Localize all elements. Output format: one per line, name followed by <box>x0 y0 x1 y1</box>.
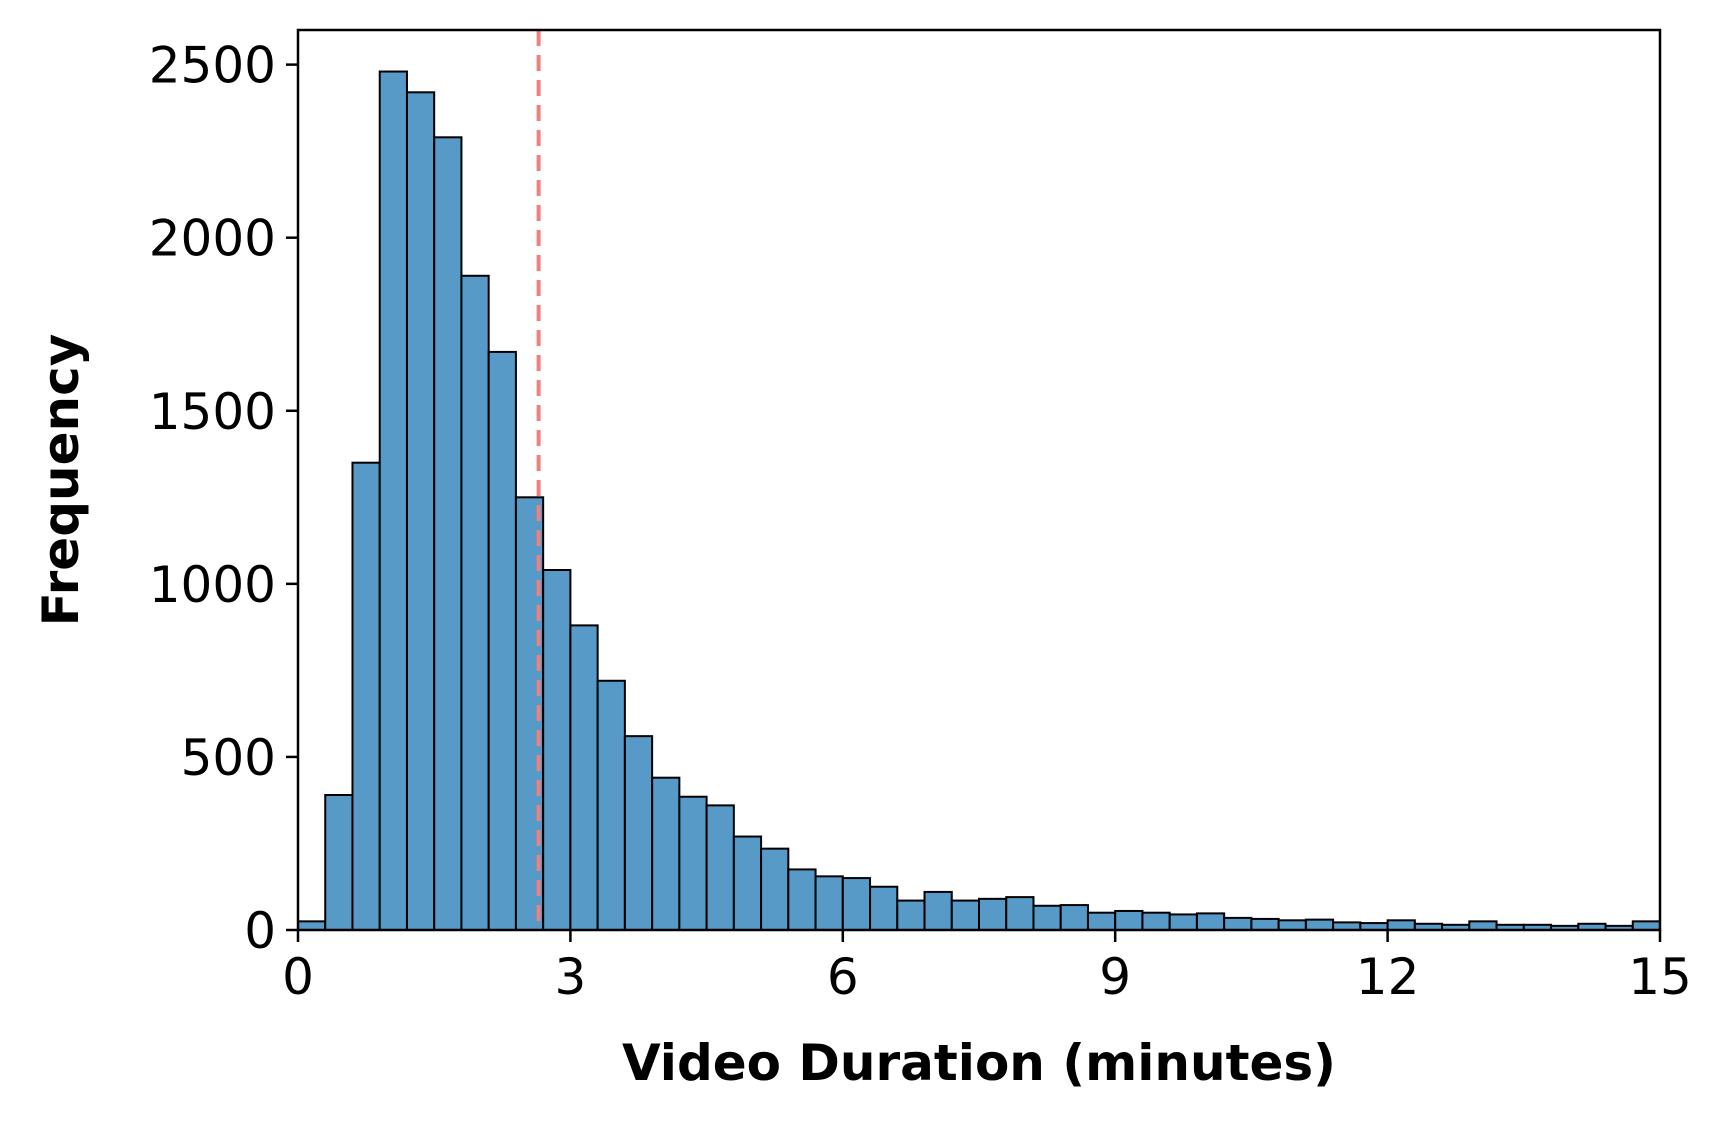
histogram-bar <box>1168 913 1198 932</box>
histogram-bars <box>297 70 1662 932</box>
histogram-bar <box>950 899 981 931</box>
histogram-bar <box>1086 911 1117 932</box>
histogram-bar <box>678 795 708 931</box>
histogram-bar <box>1141 911 1171 932</box>
histogram-bar <box>1114 909 1144 932</box>
histogram-bar <box>297 920 327 931</box>
x-tick-label: 15 <box>1628 948 1692 1006</box>
x-tick-label: 9 <box>1099 948 1131 1006</box>
x-tick-label: 3 <box>554 948 586 1006</box>
histogram-bar <box>460 274 490 931</box>
histogram-bar <box>1005 896 1035 931</box>
histogram-bar <box>896 899 926 931</box>
histogram-bar <box>324 794 354 931</box>
y-tick-label: 1500 <box>149 383 276 441</box>
histogram-bar <box>378 70 408 932</box>
histogram-bar <box>651 776 681 932</box>
plot-frame <box>296 28 1662 932</box>
x-axis: 0 3 6 9 12 15 <box>282 930 1692 1006</box>
histogram-bar <box>978 897 1008 931</box>
y-tick-label: 500 <box>181 729 276 787</box>
histogram-bar <box>433 136 463 932</box>
histogram-bar <box>705 804 735 932</box>
y-tick-label: 2000 <box>149 210 276 268</box>
histogram-bar <box>760 847 790 932</box>
histogram-bar <box>1304 918 1335 931</box>
histogram-bar <box>596 679 626 931</box>
y-tick-label: 1000 <box>149 556 276 614</box>
x-axis-label: Video Duration (minutes) <box>622 1034 1336 1092</box>
histogram-bar <box>1032 904 1062 931</box>
histogram-bar <box>1277 919 1307 931</box>
histogram-bar <box>1059 904 1089 931</box>
y-tick-label: 2500 <box>149 37 276 95</box>
histogram-bar <box>405 91 436 932</box>
histogram-bar <box>1195 912 1226 932</box>
x-tick-label: 0 <box>282 948 314 1006</box>
histogram-bar <box>787 868 817 932</box>
histogram-bar <box>542 569 572 931</box>
histogram-bar <box>923 890 953 932</box>
histogram-bar <box>1631 920 1662 931</box>
histogram-bar <box>1223 916 1253 932</box>
histogram-bar <box>1250 917 1280 932</box>
histogram-bar <box>1386 919 1416 931</box>
x-tick-label: 6 <box>827 948 859 1006</box>
y-axis: 0 500 1000 1500 2000 2500 <box>149 37 298 960</box>
histogram-bar <box>869 885 899 932</box>
x-tick-label: 12 <box>1356 948 1420 1006</box>
histogram-bar <box>1468 920 1498 931</box>
histogram-bar <box>841 877 872 931</box>
histogram-bar <box>623 735 654 932</box>
y-tick-label: 0 <box>244 902 276 960</box>
histogram-bar <box>814 875 844 931</box>
histogram-bar <box>487 350 517 931</box>
y-axis-label: Frequency <box>32 334 90 627</box>
histogram-bar <box>732 835 763 931</box>
histogram-bar <box>351 461 381 931</box>
histogram-bar <box>569 624 599 932</box>
